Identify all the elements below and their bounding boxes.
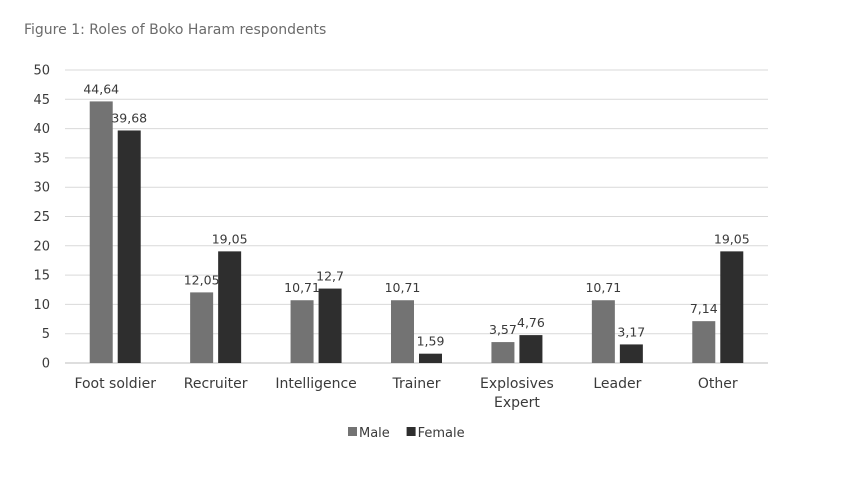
bar-female [318,288,342,363]
data-label: 12,7 [316,269,344,284]
data-label: 10,71 [284,280,320,295]
chart-title: Figure 1: Roles of Boko Haram respondent… [24,22,327,38]
y-tick-label: 35 [33,151,50,166]
bar-female [218,251,242,363]
x-tick-label: Explosives Expert [480,376,554,411]
data-label: 3,57 [489,322,517,337]
y-tick-label: 45 [33,93,50,108]
y-tick-label: 30 [33,181,50,196]
data-label: 12,05 [184,272,220,287]
data-label: 4,76 [517,315,545,330]
bars [89,101,744,363]
bar-female [117,130,141,363]
legend-swatch-female [406,427,416,436]
data-label: 7,14 [690,301,718,316]
bar-male [692,321,716,363]
legend-label-female: Female [418,426,465,441]
y-tick-label: 10 [33,298,50,313]
bar-female [619,344,643,363]
y-tick-label: 40 [33,122,50,137]
data-label: 19,05 [714,231,750,246]
x-tick-label: Leader [593,376,641,392]
bar-male [391,300,414,363]
x-tick-label: Intelligence [275,376,356,392]
bar-male [591,300,615,363]
x-tick-label: Other [698,376,738,392]
legend-label-male: Male [359,426,390,441]
data-label: 3,17 [617,324,645,339]
y-tick-label: 0 [42,357,50,372]
y-axis: 0 5 10 15 20 25 30 35 40 45 50 [33,64,50,372]
data-label: 1,59 [417,334,445,349]
bar-female [419,353,442,363]
bar-female [519,335,543,363]
gridlines [65,69,768,364]
x-axis: Foot soldier Recruiter Intelligence Trainer… [74,376,737,411]
x-tick-label: Trainer [392,376,441,392]
x-tick-label: Recruiter [184,376,248,392]
bar-male [290,300,314,363]
data-label: 19,05 [212,231,248,246]
data-label: 39,68 [111,110,147,125]
data-label: 44,64 [83,81,119,96]
y-tick-label: 50 [33,64,50,79]
y-tick-label: 5 [42,327,50,342]
data-label: 10,71 [585,280,621,295]
legend-swatch-male [348,427,357,436]
x-tick-label: Foot soldier [74,376,156,392]
bar-male [491,342,515,363]
data-label: 10,71 [385,280,421,295]
bar-female [720,251,744,363]
data-labels: 44,64 12,05 10,71 10,71 3,57 10,71 7,14 39,68 19… [83,81,749,348]
y-tick-label: 25 [33,210,50,225]
legend: Male Female [348,426,465,441]
y-tick-label: 20 [33,239,50,254]
bar-male [89,101,113,363]
y-tick-label: 15 [33,269,50,284]
bar-male [190,292,214,363]
